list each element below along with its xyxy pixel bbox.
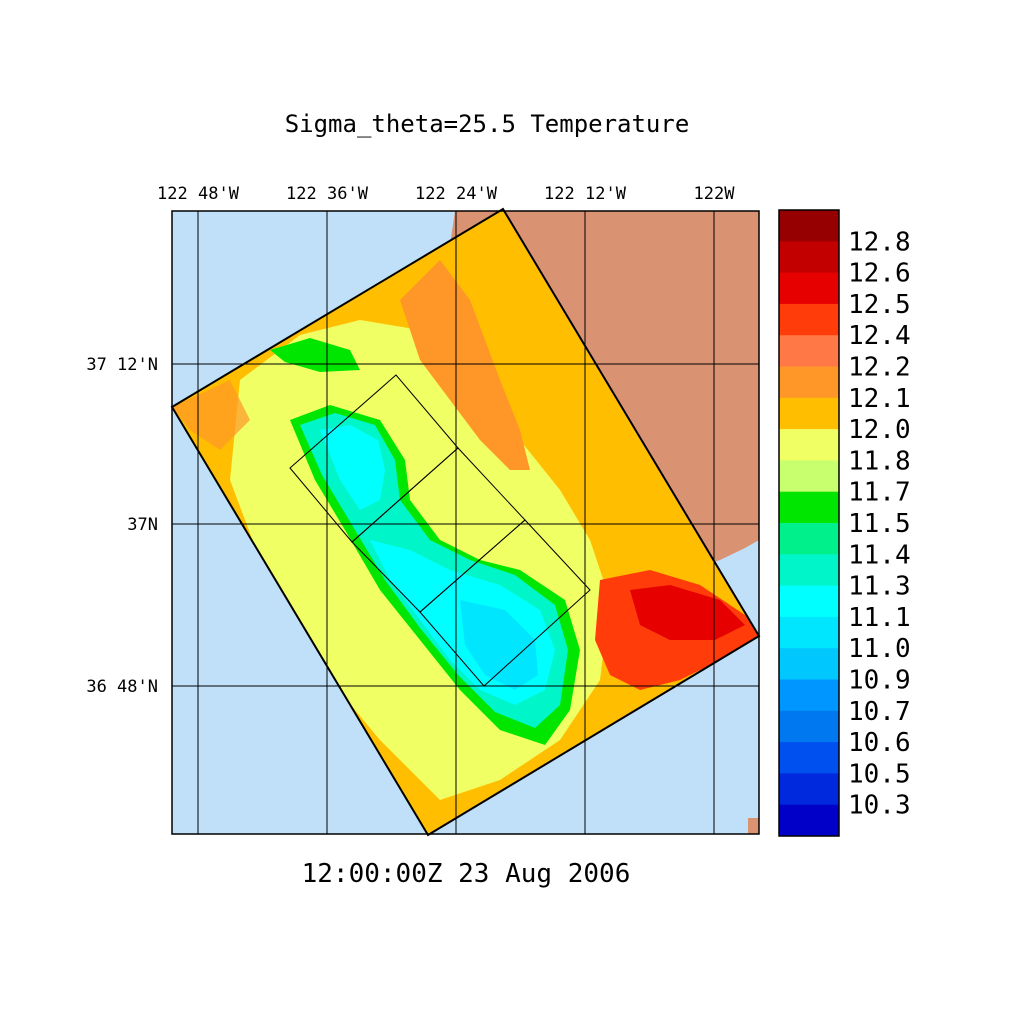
colorbar-swatch <box>779 460 839 493</box>
colorbar-swatch <box>779 554 839 587</box>
colorbar-swatch <box>779 303 839 336</box>
lon-label: 122 12'W <box>544 184 627 204</box>
lon-label: 122 36'W <box>286 184 369 204</box>
colorbar-label: 10.3 <box>848 791 911 821</box>
colorbar-swatch <box>779 616 839 649</box>
colorbar-label: 11.7 <box>848 478 911 508</box>
latitude-labels: 37 12'N 37N 36 48'N <box>86 355 158 697</box>
colorbar-swatch <box>779 742 839 774</box>
colorbar-label: 12.8 <box>848 227 911 257</box>
lon-label: 122 24'W <box>415 184 498 204</box>
colorbar-swatch <box>779 429 839 461</box>
colorbar-label: 10.6 <box>848 728 911 758</box>
colorbar-swatch <box>779 210 839 242</box>
colorbar-swatch <box>779 523 839 555</box>
colorbar: 12.812.612.512.412.212.112.011.811.711.5… <box>778 209 911 837</box>
colorbar-swatch <box>779 585 839 618</box>
colorbar-label: 11.1 <box>848 603 911 633</box>
lat-label: 36 48'N <box>86 677 158 697</box>
colorbar-swatch <box>779 710 839 743</box>
colorbar-label: 10.7 <box>848 697 911 727</box>
map-frame <box>171 210 760 835</box>
colorbar-label: 11.4 <box>848 540 911 570</box>
colorbar-label: 10.5 <box>848 759 911 789</box>
colorbar-swatch <box>779 679 839 712</box>
colorbar-swatch <box>779 272 839 305</box>
lon-label: 122 48'W <box>157 184 240 204</box>
colorbar-frame <box>778 209 840 837</box>
lat-label: 37 12'N <box>86 355 158 375</box>
lat-label: 37N <box>127 515 158 535</box>
timestamp: 12:00:00Z 23 Aug 2006 <box>302 859 631 889</box>
plot-title: Sigma_theta=25.5 Temperature <box>285 110 690 138</box>
colorbar-label: 11.5 <box>848 509 911 539</box>
longitude-labels: 122 48'W 122 36'W 122 24'W 122 12'W 122W <box>157 184 735 204</box>
survey-boxes <box>289 374 591 687</box>
colorbar-label: 12.0 <box>848 415 911 445</box>
colorbar-swatch <box>779 366 839 399</box>
colorbar-label: 12.5 <box>848 290 911 320</box>
colorbar-label: 12.2 <box>848 353 911 383</box>
colorbar-label: 11.8 <box>848 446 911 476</box>
colorbar-swatch <box>779 241 839 274</box>
colorbar-swatch <box>779 804 839 837</box>
colorbar-swatch <box>779 773 839 806</box>
colorbar-swatch <box>779 491 839 524</box>
colorbar-label: 12.4 <box>848 321 911 351</box>
colorbar-label: 11.3 <box>848 572 911 602</box>
colorbar-label: 11.0 <box>848 634 911 664</box>
colorbar-swatch <box>779 648 839 680</box>
colorbar-swatch <box>779 397 839 430</box>
map-panel <box>170 207 761 837</box>
colorbar-label: 12.6 <box>848 259 911 289</box>
colorbar-label: 12.1 <box>848 384 911 414</box>
land-islet <box>748 818 759 834</box>
colorbar-label: 10.9 <box>848 666 911 696</box>
colorbar-swatch <box>779 335 839 367</box>
graticule <box>172 211 759 834</box>
lon-label: 122W <box>694 184 736 204</box>
